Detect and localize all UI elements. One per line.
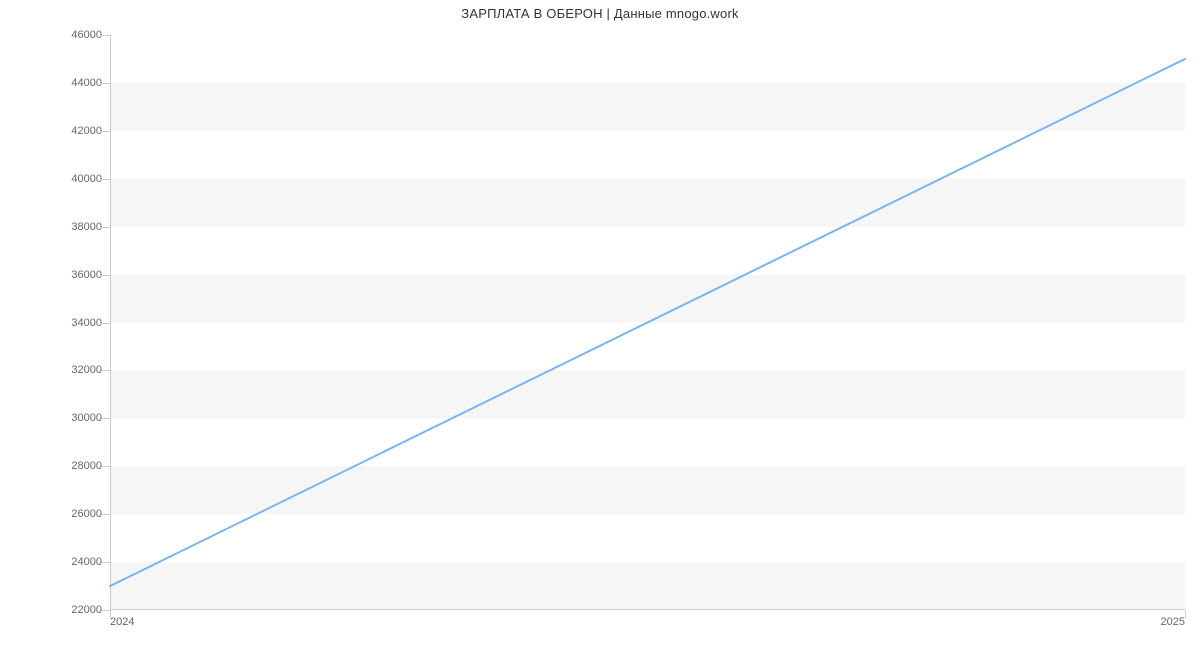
y-tick-label: 36000	[71, 269, 110, 281]
x-tick-label: 2024	[110, 610, 134, 628]
y-tick-label: 26000	[71, 508, 110, 520]
series-line	[110, 59, 1185, 586]
y-tick-label: 42000	[71, 125, 110, 137]
chart-title: ЗАРПЛАТА В ОБЕРОН | Данные mnogo.work	[0, 6, 1200, 21]
y-tick-label: 24000	[71, 556, 110, 568]
y-tick-label: 44000	[71, 77, 110, 89]
line-layer	[110, 35, 1185, 610]
y-tick-label: 30000	[71, 412, 110, 424]
y-tick-label: 34000	[71, 317, 110, 329]
x-tick-label: 2025	[1161, 610, 1185, 628]
y-tick-label: 40000	[71, 173, 110, 185]
y-tick-label: 32000	[71, 364, 110, 376]
chart-container: ЗАРПЛАТА В ОБЕРОН | Данные mnogo.work 22…	[0, 0, 1200, 650]
y-tick-label: 22000	[71, 604, 110, 616]
y-tick-label: 38000	[71, 221, 110, 233]
y-tick-label: 46000	[71, 29, 110, 41]
x-tick-mark	[1185, 610, 1186, 618]
y-tick-label: 28000	[71, 460, 110, 472]
plot-area: 2200024000260002800030000320003400036000…	[110, 35, 1185, 610]
